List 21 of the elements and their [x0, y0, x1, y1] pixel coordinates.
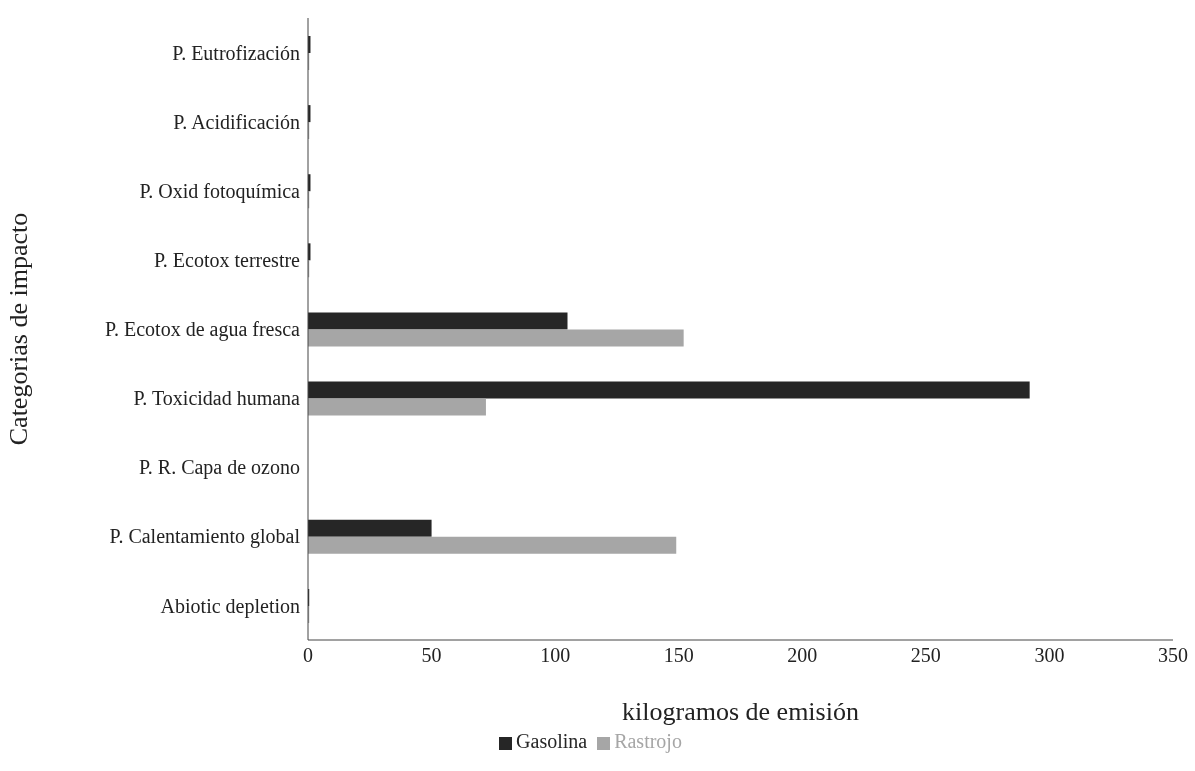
legend-label: Rastrojo: [614, 730, 682, 752]
x-tick-label: 300: [1034, 644, 1065, 667]
x-tick-label: 250: [910, 644, 941, 667]
y-tick-label: P. Acidificación: [173, 110, 300, 133]
x-tick-label: 50: [421, 644, 442, 667]
y-tick-label: P. R. Capa de ozono: [138, 456, 300, 480]
y-tick-label: P. Oxid fotoquímica: [139, 179, 301, 203]
x-tick-label: 0: [303, 644, 313, 667]
legend-label: Gasolina: [516, 730, 588, 752]
y-axis-title: Categorias de impacto: [4, 212, 34, 446]
y-tick-label: P. Eutrofización: [172, 41, 300, 64]
y-tick-label: P. Calentamiento global: [109, 525, 301, 549]
x-tick-label: 150: [663, 644, 694, 667]
x-tick-label: 200: [787, 644, 818, 667]
y-tick-label: P. Ecotox terrestre: [153, 248, 301, 271]
x-tick-label: 350: [1158, 644, 1188, 667]
x-axis-title: kilogramos de emisión: [622, 697, 859, 726]
x-tick-label: 100: [540, 644, 571, 667]
y-tick-label: P. Toxicidad humana: [133, 387, 301, 410]
y-tick-label: Abiotic depletion: [160, 594, 300, 618]
y-tick-label: P. Ecotox de agua fresca: [105, 318, 301, 342]
